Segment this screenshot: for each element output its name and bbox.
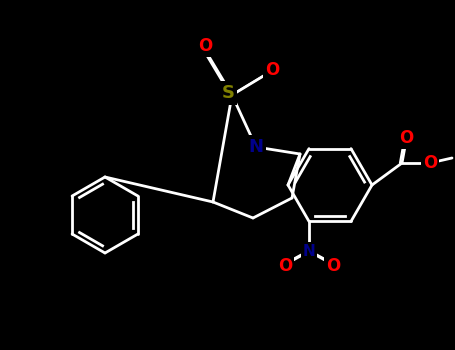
Text: O: O	[198, 37, 212, 55]
Text: N: N	[248, 138, 263, 156]
Text: O: O	[278, 257, 292, 275]
Text: N: N	[303, 244, 315, 259]
Text: S: S	[222, 84, 234, 102]
Text: O: O	[265, 61, 279, 79]
Text: O: O	[423, 154, 437, 172]
Text: O: O	[399, 129, 413, 147]
Text: O: O	[326, 257, 340, 275]
